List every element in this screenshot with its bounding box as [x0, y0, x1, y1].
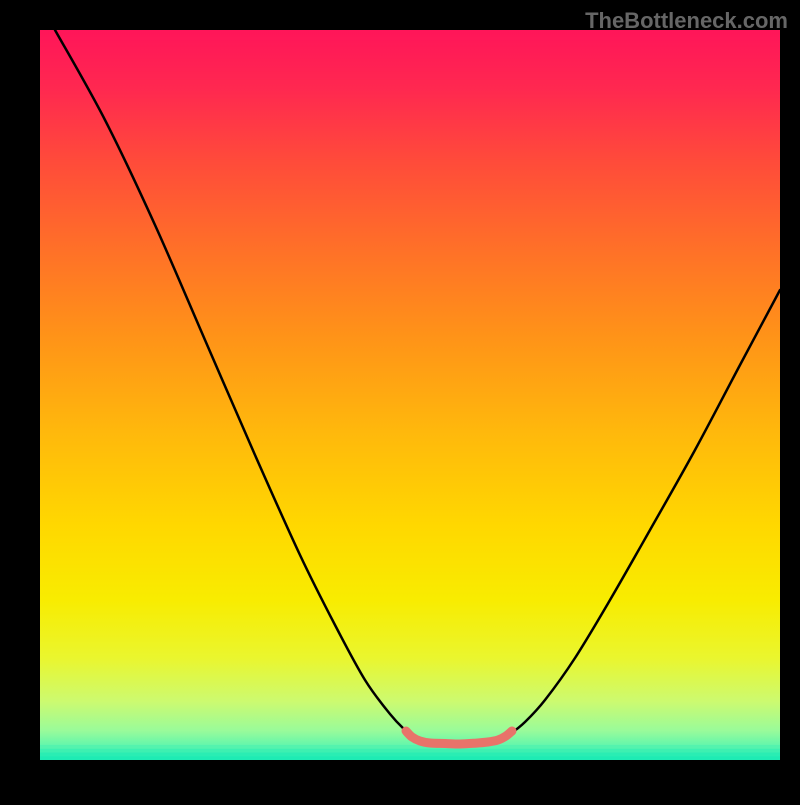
watermark-text: TheBottleneck.com: [585, 8, 788, 34]
chart-svg: [0, 0, 800, 800]
bottom-stripe: [40, 756, 780, 760]
bottom-stripe: [40, 753, 780, 757]
chart-gradient-background: [40, 30, 780, 760]
bottom-stripe: [40, 749, 780, 753]
chart-container: [0, 0, 800, 800]
bottom-stripe: [40, 745, 780, 749]
